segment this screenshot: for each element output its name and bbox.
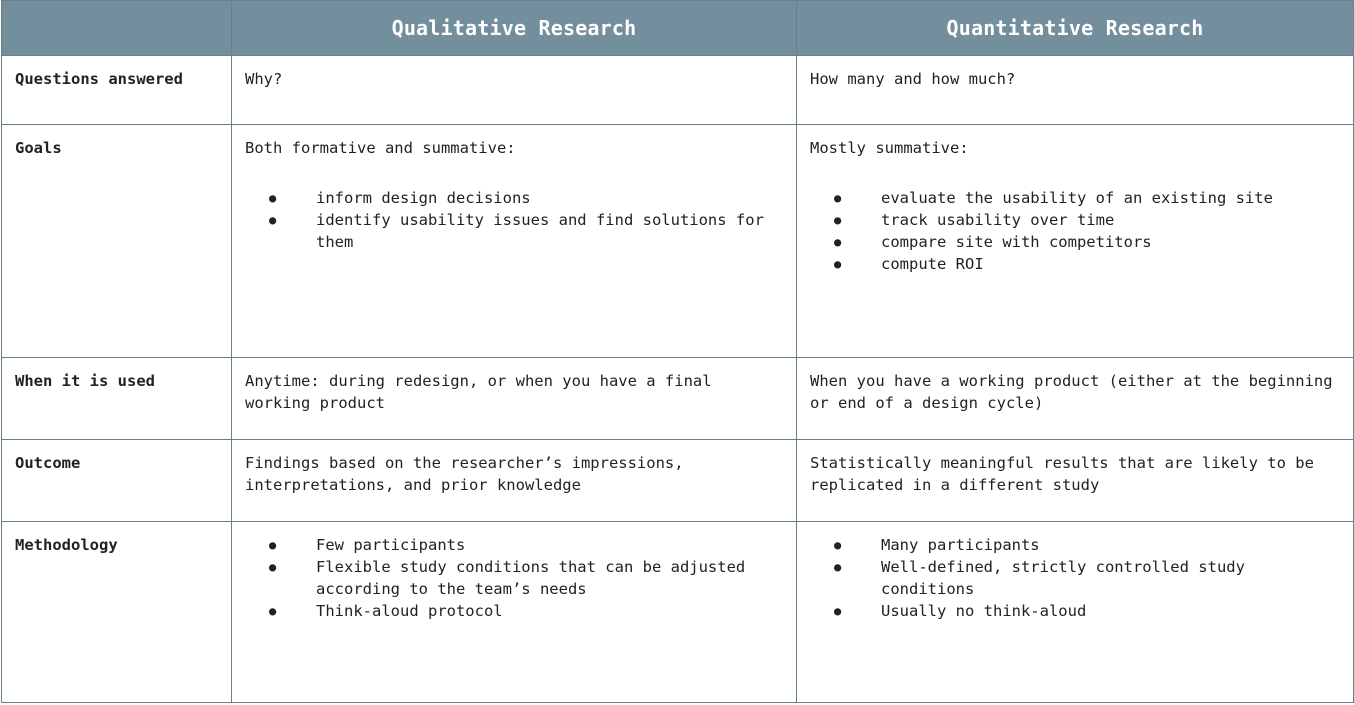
- row-goals: Goals Both formative and summative: info…: [1, 124, 1354, 358]
- goals-quantitative-intro: Mostly summative:: [810, 139, 969, 157]
- list-item: Usually no think-aloud: [810, 600, 1340, 622]
- row-methodology: Methodology Few participants Flexible st…: [1, 521, 1354, 703]
- cell-when-used-quantitative: When you have a working product (either …: [796, 357, 1354, 440]
- row-label-when-used: When it is used: [1, 357, 232, 440]
- row-questions-answered: Questions answered Why? How many and how…: [1, 55, 1354, 125]
- list-item: compare site with competitors: [810, 231, 1340, 253]
- row-label-questions: Questions answered: [1, 55, 232, 125]
- cell-outcome-qualitative: Findings based on the researcher’s impre…: [231, 439, 797, 522]
- row-label-methodology: Methodology: [1, 521, 232, 703]
- list-item: Many participants: [810, 534, 1340, 556]
- goals-qualitative-intro: Both formative and summative:: [245, 139, 516, 157]
- list-item: identify usability issues and find solut…: [245, 209, 783, 253]
- cell-questions-quantitative: How many and how much?: [796, 55, 1354, 125]
- row-when-it-is-used: When it is used Anytime: during redesign…: [1, 357, 1354, 440]
- cell-questions-qualitative: Why?: [231, 55, 797, 125]
- goals-qualitative-list: inform design decisions identify usabili…: [245, 187, 783, 253]
- header-row: Qualitative Research Quantitative Resear…: [1, 0, 1354, 56]
- cell-methodology-quantitative: Many participants Well-defined, strictly…: [796, 521, 1354, 703]
- cell-when-used-qualitative: Anytime: during redesign, or when you ha…: [231, 357, 797, 440]
- row-label-outcome: Outcome: [1, 439, 232, 522]
- list-item: compute ROI: [810, 253, 1340, 275]
- list-item: track usability over time: [810, 209, 1340, 231]
- list-item: Well-defined, strictly controlled study …: [810, 556, 1340, 600]
- list-item: inform design decisions: [245, 187, 783, 209]
- row-label-goals: Goals: [1, 124, 232, 358]
- methodology-qualitative-list: Few participants Flexible study conditio…: [245, 534, 783, 622]
- list-item: evaluate the usability of an existing si…: [810, 187, 1340, 209]
- cell-goals-qualitative: Both formative and summative: inform des…: [231, 124, 797, 358]
- cell-methodology-qualitative: Few participants Flexible study conditio…: [231, 521, 797, 703]
- list-item: Few participants: [245, 534, 783, 556]
- methodology-quantitative-list: Many participants Well-defined, strictly…: [810, 534, 1340, 622]
- header-corner-cell: [1, 0, 232, 56]
- list-item: Think-aloud protocol: [245, 600, 783, 622]
- header-qualitative: Qualitative Research: [231, 0, 797, 56]
- cell-outcome-quantitative: Statistically meaningful results that ar…: [796, 439, 1354, 522]
- list-item: Flexible study conditions that can be ad…: [245, 556, 783, 600]
- row-outcome: Outcome Findings based on the researcher…: [1, 439, 1354, 522]
- header-quantitative: Quantitative Research: [796, 0, 1354, 56]
- cell-goals-quantitative: Mostly summative: evaluate the usability…: [796, 124, 1354, 358]
- goals-quantitative-list: evaluate the usability of an existing si…: [810, 187, 1340, 275]
